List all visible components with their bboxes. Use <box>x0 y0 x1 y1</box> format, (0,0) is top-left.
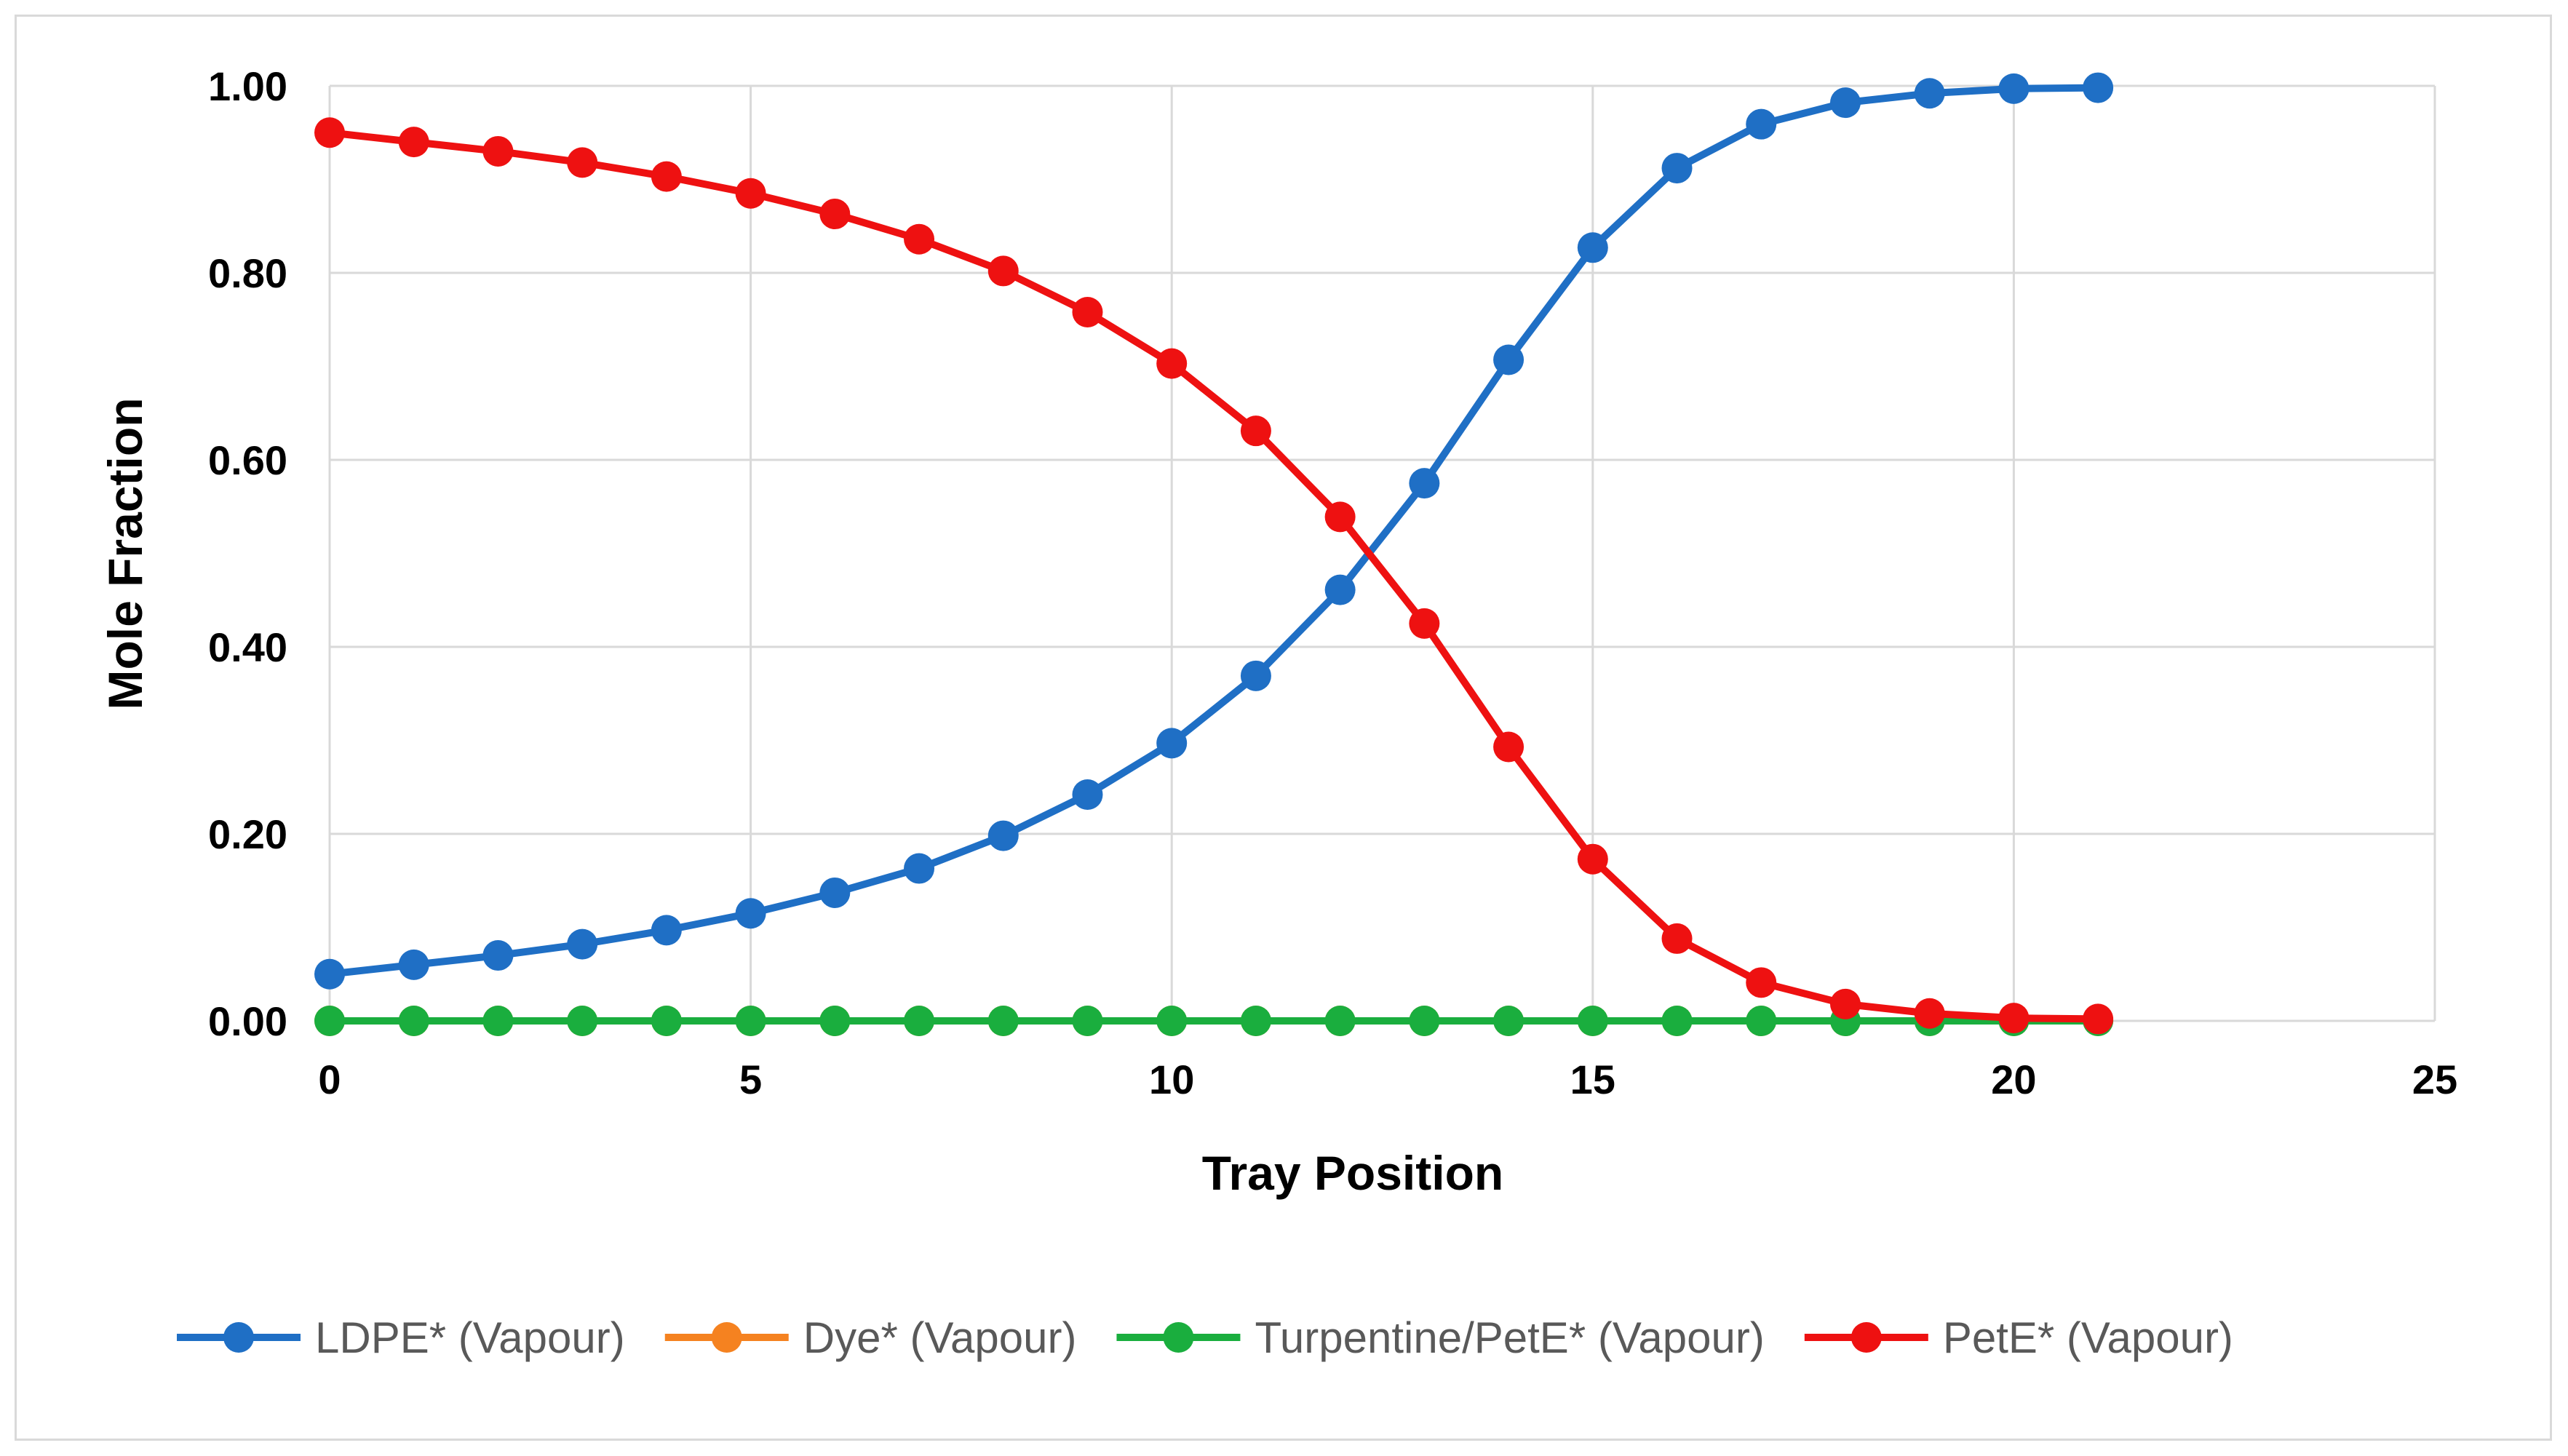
data-point <box>2083 1003 2114 1035</box>
data-point <box>735 898 766 929</box>
tick-labels: 0.00 0.20 0.40 0.60 0.80 1.00 0 5 10 15 20 25 <box>208 63 2457 1102</box>
data-point <box>398 127 429 158</box>
x-tick-label: 5 <box>739 1057 762 1102</box>
x-tick-label: 25 <box>2412 1057 2457 1102</box>
data-point <box>1324 1006 1356 1036</box>
y-tick-label: 0.20 <box>208 811 287 857</box>
data-point <box>819 877 851 908</box>
data-point <box>904 1006 935 1036</box>
data-point <box>482 1006 514 1036</box>
data-point <box>819 199 851 230</box>
data-point <box>1156 348 1188 379</box>
line-chart: 0.00 0.20 0.40 0.60 0.80 1.00 0 5 10 15 20 25 Tray … <box>98 63 2457 1362</box>
data-point <box>1661 153 1693 184</box>
legend-label: Dye* (Vapour) <box>803 1313 1077 1362</box>
x-tick-label: 0 <box>318 1057 341 1102</box>
data-point <box>1240 415 1271 447</box>
x-tick-label: 15 <box>1570 1057 1615 1102</box>
data-point <box>567 1006 598 1036</box>
data-point <box>1240 1006 1271 1036</box>
series-0 <box>314 72 2114 990</box>
data-point <box>1072 779 1103 811</box>
data-point <box>1998 73 2030 104</box>
legend-item: Dye* (Vapour) <box>664 1313 1077 1362</box>
data-point <box>987 820 1019 851</box>
data-point <box>1746 108 1777 140</box>
data-point <box>1577 1006 1608 1036</box>
data-point <box>987 1006 1019 1036</box>
data-point <box>314 958 345 990</box>
legend-swatch-marker <box>223 1322 254 1353</box>
data-point <box>1661 1006 1693 1036</box>
data-point <box>904 853 935 884</box>
y-tick-label: 0.60 <box>208 437 287 483</box>
data-point <box>1661 923 1693 954</box>
data-point <box>819 1006 851 1036</box>
data-point <box>1998 1003 2030 1034</box>
data-point <box>1914 998 1945 1029</box>
y-tick-label: 0.40 <box>208 624 287 670</box>
data-point <box>1409 608 1440 639</box>
data-point <box>1240 660 1271 691</box>
data-point <box>1577 232 1608 263</box>
legend-label: LDPE* (Vapour) <box>315 1313 625 1362</box>
data-point <box>1324 574 1356 605</box>
data-point <box>482 940 514 971</box>
legend: LDPE* (Vapour) Dye* (Vapour) Turpentine/Pe… <box>177 1313 2233 1362</box>
data-point <box>1072 1006 1103 1036</box>
legend-item: LDPE* (Vapour) <box>177 1313 625 1362</box>
data-point <box>1746 1006 1777 1036</box>
data-point <box>1493 731 1524 763</box>
series-line <box>329 129 2099 1023</box>
legend-item: PetE* (Vapour) <box>1804 1313 2233 1362</box>
x-tick-label: 20 <box>1991 1057 2036 1102</box>
data-point <box>567 928 598 960</box>
y-tick-label: 0.80 <box>208 250 287 296</box>
data-point <box>1829 988 1861 1019</box>
data-point <box>314 1006 345 1036</box>
data-point <box>1409 468 1440 499</box>
data-point <box>1914 78 1945 109</box>
data-point <box>398 949 429 980</box>
legend-label: PetE* (Vapour) <box>1943 1313 2233 1362</box>
data-point <box>314 117 345 148</box>
legend-swatch-marker <box>1163 1322 1194 1353</box>
data-point <box>651 915 682 946</box>
x-axis-title: Tray Position <box>1202 1146 1503 1200</box>
data-point <box>398 1006 429 1036</box>
data-point <box>904 223 935 255</box>
series-layer <box>314 72 2114 1036</box>
data-point <box>735 178 766 209</box>
legend-swatch-marker <box>711 1322 742 1353</box>
y-tick-label: 0.00 <box>208 998 287 1044</box>
legend-item: Turpentine/PetE* (Vapour) <box>1116 1313 1765 1362</box>
gridlines <box>328 84 2436 1022</box>
data-point <box>2083 72 2114 103</box>
series-line <box>329 84 2099 978</box>
data-point <box>482 135 514 167</box>
x-tick-label: 10 <box>1149 1057 1194 1102</box>
data-point <box>1156 728 1188 759</box>
legend-swatch-marker <box>1851 1322 1882 1353</box>
data-point <box>1577 843 1608 875</box>
data-point <box>987 255 1019 287</box>
data-point <box>1409 1006 1440 1036</box>
series-3 <box>314 117 2114 1035</box>
data-point <box>567 147 598 178</box>
data-point <box>1493 344 1524 375</box>
data-point <box>1324 501 1356 533</box>
data-point <box>1156 1006 1188 1036</box>
data-point <box>651 161 682 192</box>
data-point <box>1493 1006 1524 1036</box>
y-axis-title: Mole Fraction <box>98 397 152 709</box>
data-point <box>1746 967 1777 998</box>
legend-label: Turpentine/PetE* (Vapour) <box>1255 1313 1764 1362</box>
data-point <box>735 1006 766 1036</box>
data-point <box>1072 296 1103 327</box>
chart-area: 0.00 0.20 0.40 0.60 0.80 1.00 0 5 10 15 20 25 Tray … <box>15 15 2552 1441</box>
data-point <box>651 1006 682 1036</box>
data-point <box>1829 87 1861 119</box>
y-tick-label: 1.00 <box>208 63 287 109</box>
